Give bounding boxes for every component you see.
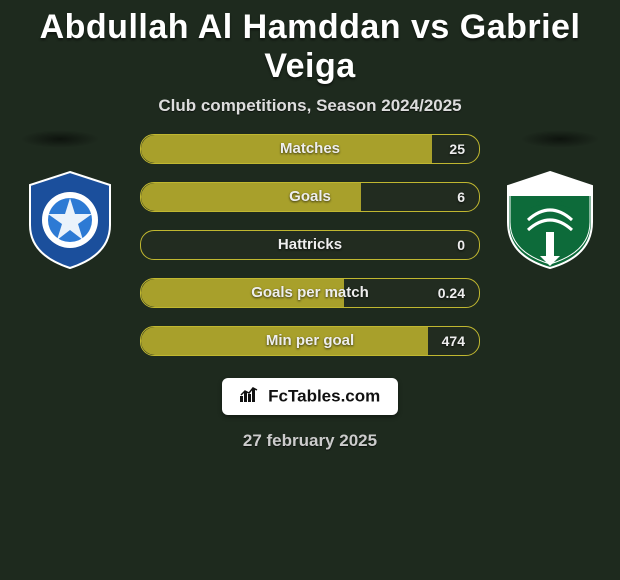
stat-label: Matches	[141, 135, 479, 163]
stat-value: 6	[457, 183, 465, 211]
stats-block: Matches 25 Goals 6 Hattricks 0 Goals per…	[140, 134, 480, 356]
stat-row: Matches 25	[140, 134, 480, 164]
stat-label: Hattricks	[141, 231, 479, 259]
stat-row: Goals 6	[140, 182, 480, 212]
stat-label: Goals per match	[141, 279, 479, 307]
stat-row: Goals per match 0.24	[140, 278, 480, 308]
player-shadow-right	[520, 130, 600, 148]
subtitle: Club competitions, Season 2024/2025	[0, 96, 620, 116]
al-ahli-badge	[500, 170, 600, 270]
branding-box[interactable]: FcTables.com	[222, 378, 399, 415]
stat-value: 0	[457, 231, 465, 259]
page-title: Abdullah Al Hamddan vs Gabriel Veiga	[0, 0, 620, 86]
player-shadow-left	[20, 130, 100, 148]
shield-icon	[500, 170, 600, 270]
stat-value: 25	[449, 135, 465, 163]
al-hilal-badge	[20, 170, 120, 270]
stat-value: 0.24	[438, 279, 465, 307]
shield-icon	[20, 170, 120, 270]
stat-row: Hattricks 0	[140, 230, 480, 260]
stat-row: Min per goal 474	[140, 326, 480, 356]
date-text: 27 february 2025	[0, 431, 620, 451]
stat-label: Min per goal	[141, 327, 479, 355]
stat-value: 474	[442, 327, 465, 355]
stat-label: Goals	[141, 183, 479, 211]
bar-chart-icon	[240, 386, 260, 407]
branding-text: FcTables.com	[268, 387, 380, 406]
comparison-card: Abdullah Al Hamddan vs Gabriel Veiga Clu…	[0, 0, 620, 580]
